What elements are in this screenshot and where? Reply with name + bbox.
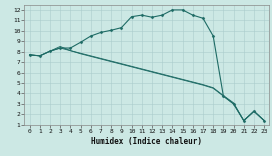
X-axis label: Humidex (Indice chaleur): Humidex (Indice chaleur) bbox=[91, 137, 202, 146]
